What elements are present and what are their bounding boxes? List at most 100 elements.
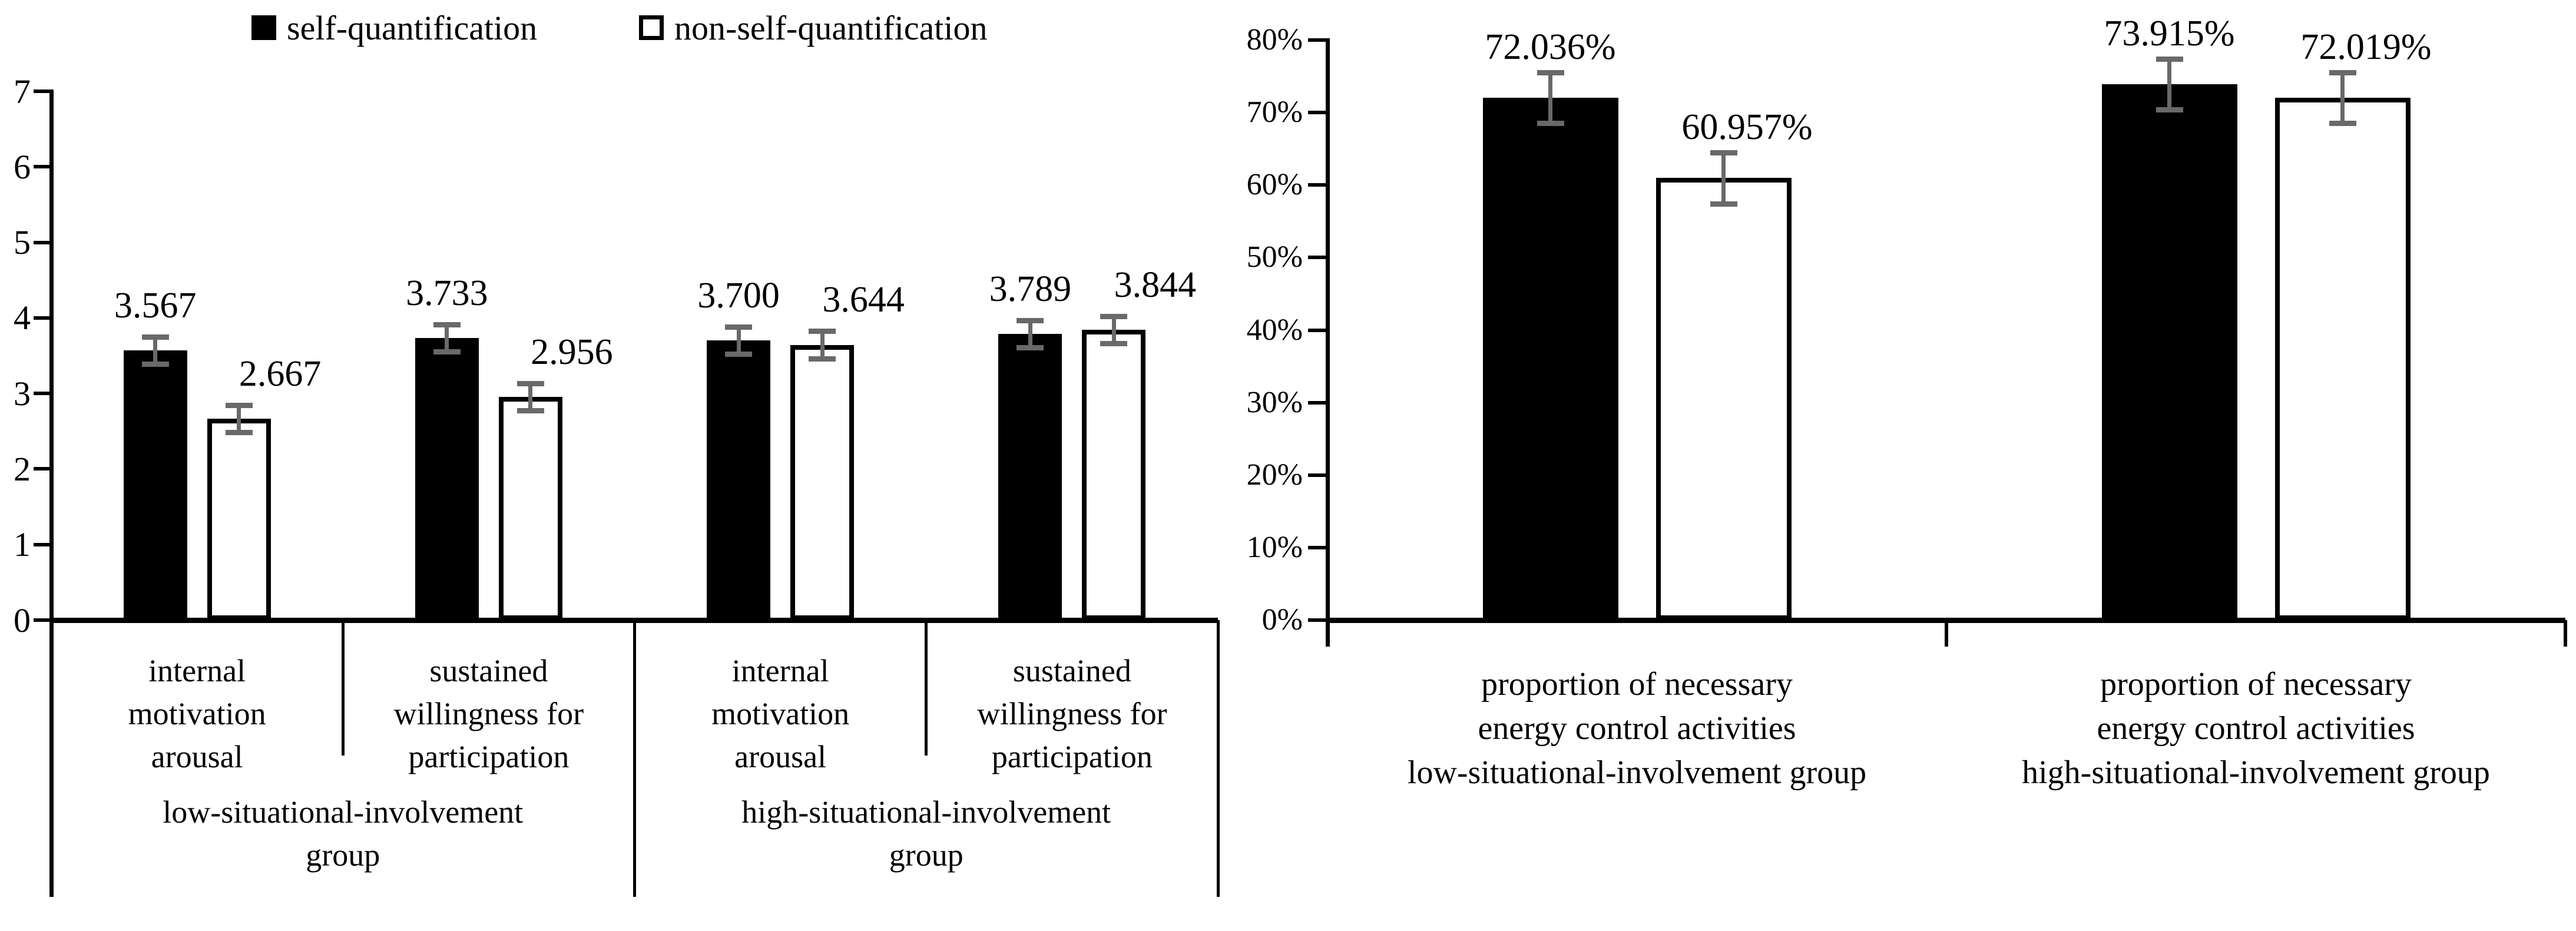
y-tick-label: 7 [14, 72, 31, 111]
bar-value-label: 3.567 [114, 286, 197, 326]
y-axis-tick [34, 618, 51, 622]
error-bar-stem [820, 331, 825, 359]
error-bar-stem [1028, 320, 1032, 347]
error-bar-stem [237, 405, 241, 432]
legend-swatch-self-quantification [251, 15, 276, 40]
error-bar-stem [2167, 58, 2171, 110]
y-axis-tick [1308, 256, 1327, 260]
category-label: motivation [128, 696, 266, 731]
bar-value-label: 73.915% [2104, 13, 2235, 54]
bar-value-label: 2.956 [531, 332, 613, 372]
bar-value-label: 2.667 [239, 353, 322, 394]
y-axis-tick [1308, 400, 1327, 405]
y-tick-label: 0 [14, 601, 31, 640]
y-axis-tick [1308, 111, 1327, 115]
category-label: motivation [711, 696, 850, 731]
category-label: willingness for [977, 696, 1167, 731]
y-axis-tick [1308, 183, 1327, 187]
bar-non-self-quantification [790, 344, 855, 620]
legend: self-quantification non-self-quantificat… [0, 0, 1237, 53]
y-tick-label: 2 [14, 449, 31, 488]
y-axis [1325, 38, 1330, 647]
group-label: group [306, 837, 380, 873]
bar-value-label: 72.036% [1485, 26, 1616, 67]
category-label: participation [408, 739, 569, 774]
bar-value-label: 72.019% [2300, 27, 2432, 68]
category-divider-line [341, 620, 345, 756]
axis-right-border [1216, 620, 1220, 897]
y-tick-label: 80% [1246, 23, 1303, 57]
error-bar-cap-bottom [2329, 121, 2356, 127]
error-bar-cap-top [809, 329, 836, 334]
y-axis-tick [1308, 545, 1327, 549]
error-bar-cap-top [225, 402, 253, 408]
error-bar-cap-top [1710, 150, 1737, 156]
y-tick-label: 60% [1246, 168, 1303, 202]
group-label: group [889, 837, 963, 873]
error-bar-cap-bottom [1100, 340, 1128, 346]
category-label: participation [991, 739, 1153, 774]
legend-label-self-quantification: self-quantification [287, 9, 538, 47]
error-bar-stem [736, 327, 741, 354]
category-label: sustained [429, 653, 548, 688]
error-bar-cap-top [2329, 70, 2356, 76]
category-axis-tick [2564, 620, 2567, 647]
bar-self-quantification [707, 340, 771, 620]
y-axis-tick [34, 542, 51, 546]
bar-value-label: 3.644 [822, 280, 905, 320]
y-axis-tick [1308, 473, 1327, 477]
legend-label-non-self-quantification: non-self-quantification [674, 9, 988, 47]
error-bar-cap-top [725, 324, 753, 330]
bar-non-self-quantification [2274, 98, 2411, 620]
group-label: energy control activities [1478, 710, 1796, 747]
bar-value-label: 3.700 [697, 276, 780, 316]
y-axis-tick [34, 316, 51, 320]
error-bar-stem [445, 324, 449, 352]
group-label: high-situational-involvement [741, 794, 1111, 830]
bar-value-label: 3.733 [406, 273, 488, 314]
bar-value-label: 60.957% [1681, 107, 1813, 148]
y-axis-tick [34, 240, 51, 244]
bar-non-self-quantification [1082, 329, 1146, 620]
y-axis-tick [34, 392, 51, 396]
error-bar-cap-bottom [2156, 107, 2183, 112]
error-bar-cap-top [1537, 69, 1564, 75]
y-tick-label: 5 [14, 223, 31, 262]
bar-self-quantification [998, 333, 1062, 620]
bar-self-quantification [1482, 98, 1618, 620]
error-bar-cap-top [433, 322, 461, 328]
y-axis-tick [1308, 618, 1327, 622]
error-bar-cap-top [141, 334, 169, 340]
error-bar-cap-top [1100, 313, 1128, 319]
y-tick-label: 1 [14, 525, 31, 564]
bar-self-quantification [123, 350, 187, 620]
error-bar-cap-bottom [1537, 121, 1564, 127]
bar-self-quantification [415, 338, 479, 620]
error-bar-cap-bottom [1017, 345, 1044, 351]
y-tick-label: 30% [1246, 385, 1303, 419]
bar-self-quantification [2101, 84, 2237, 620]
y-tick-label: 40% [1246, 313, 1303, 347]
group-label: high-situational-involvement group [2022, 754, 2490, 791]
y-tick-label: 3 [14, 374, 31, 413]
y-axis-tick [1308, 328, 1327, 332]
motivation-willingness-chart: 0 1 2 3 4 5 6 7 3.567 2.667 internal motivation arou… [0, 0, 1284, 931]
category-label: arousal [734, 739, 827, 774]
group-label: low-situational-involvement group [1407, 754, 1867, 791]
bar-non-self-quantification [1655, 178, 1792, 620]
category-label: internal [148, 653, 246, 688]
category-divider-line [925, 620, 928, 756]
error-bar-stem [1721, 153, 1726, 204]
bar-value-label: 3.844 [1114, 264, 1197, 305]
error-bar-stem [153, 337, 158, 365]
error-bar-stem [1548, 72, 1552, 124]
category-label: sustained [1012, 653, 1131, 688]
error-bar-cap-top [1017, 317, 1044, 323]
y-tick-label: 4 [14, 299, 31, 337]
error-bar-stem [1111, 316, 1116, 343]
error-bar-cap-bottom [141, 362, 169, 367]
group-label: energy control activities [2097, 710, 2415, 747]
y-axis-tick [1308, 38, 1327, 42]
